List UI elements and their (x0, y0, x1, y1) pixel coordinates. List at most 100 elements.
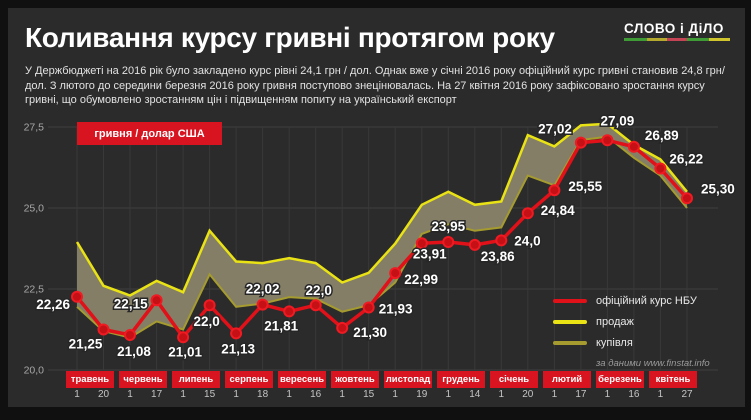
x-tick-label: 27 (681, 389, 693, 400)
x-tick-label: 1 (605, 389, 611, 400)
page-title: Коливання курсу гривні протягом року (25, 22, 555, 53)
y-tick-label: 27,5 (24, 122, 45, 134)
sell-line (75, 122, 688, 297)
data-point (389, 267, 402, 280)
legend-label: продаж (596, 316, 634, 328)
month-box: лютий (543, 371, 591, 388)
data-point (548, 184, 561, 197)
data-point (97, 323, 110, 336)
data-point (124, 329, 136, 341)
chart-description: У Держбюджеті на 2016 рік було закладено… (25, 65, 725, 106)
data-point-value: 25,55 (568, 179, 602, 194)
data-point (362, 301, 375, 314)
x-tick-label: 20 (522, 389, 534, 400)
x-tick-label: 1 (233, 389, 239, 400)
data-source-note: за даними www.finstat.info (596, 358, 710, 369)
brand-logo-colorbar (624, 38, 730, 41)
data-point-value: 21,81 (264, 318, 298, 333)
x-tick-label: 1 (74, 389, 80, 400)
data-point-value: 21,30 (353, 325, 387, 340)
data-point-value: 21,08 (117, 344, 151, 359)
x-tick-label: 15 (204, 389, 216, 400)
chart-panel: Коливання курсу гривні протягом року СЛО… (8, 8, 745, 407)
data-point (415, 237, 428, 250)
x-tick-label: 18 (257, 389, 269, 400)
x-tick-label: 1 (499, 389, 505, 400)
month-box: квітень (649, 371, 697, 388)
legend-label: офіційний курс НБУ (596, 295, 697, 307)
data-point-value: 22,99 (404, 272, 438, 287)
x-tick-label: 15 (363, 389, 375, 400)
data-point (627, 140, 640, 153)
month-box: вересень (278, 371, 326, 388)
x-tick-label: 17 (151, 389, 163, 400)
data-point (71, 290, 83, 303)
legend-item-buy: купівля (553, 337, 710, 349)
data-point (442, 236, 455, 248)
legend-label: купівля (596, 337, 633, 349)
x-tick-label: 1 (127, 389, 133, 400)
data-point-value: 23,95 (431, 219, 465, 234)
x-tick-label: 1 (446, 389, 452, 400)
data-point-value: 22,26 (36, 297, 70, 312)
data-point (283, 305, 296, 318)
y-tick-label: 25,0 (24, 203, 45, 215)
logo-color-segment (647, 38, 667, 41)
data-point-value: 21,13 (221, 341, 255, 356)
month-box: серпень (225, 371, 273, 388)
x-tick-label: 16 (310, 389, 322, 400)
data-point-value: 24,84 (541, 203, 575, 218)
data-point-value: 22,0 (193, 314, 219, 329)
x-tick-label: 1 (286, 389, 292, 400)
legend-item-official: офіційний курс НБУ (553, 295, 710, 307)
y-tick-label: 20,0 (24, 365, 45, 377)
data-point-value: 26,89 (645, 128, 679, 143)
data-point-value: 25,30 (701, 181, 735, 196)
data-point-value: 26,22 (669, 152, 703, 167)
data-point (495, 234, 508, 247)
month-box: листопад (384, 371, 432, 388)
unit-label-badge: гривня / долар США (77, 122, 222, 145)
x-tick-label: 1 (392, 389, 398, 400)
data-point-value: 27,09 (601, 113, 635, 128)
y-tick-label: 22,5 (24, 284, 45, 296)
x-tick-label: 19 (416, 389, 428, 400)
brand-logo-text: СЛОВО і ДіЛО (624, 21, 724, 36)
data-point-value: 27,02 (538, 122, 572, 137)
data-point-value: 22,0 (306, 283, 332, 298)
data-point-value: 24,0 (514, 233, 540, 248)
logo-color-segment (687, 38, 709, 41)
month-box: березень (596, 371, 644, 388)
x-tick-label: 17 (575, 389, 587, 400)
data-point-value: 22,15 (114, 296, 148, 311)
x-tick-label: 1 (180, 389, 186, 400)
month-box: липень (172, 371, 220, 388)
month-box: жовтень (331, 371, 379, 388)
data-point-value: 21,25 (69, 337, 103, 352)
data-point (468, 238, 481, 251)
data-point (309, 299, 322, 312)
brand-logo: СЛОВО і ДіЛО (624, 21, 736, 41)
month-box: червень (119, 371, 167, 388)
x-tick-label: 14 (469, 389, 481, 400)
data-point-value: 21,93 (379, 302, 413, 317)
data-point (256, 298, 269, 311)
data-point (681, 192, 693, 205)
data-point-value: 23,86 (481, 249, 515, 264)
data-point (654, 162, 667, 175)
month-box: грудень (437, 371, 485, 388)
data-point (336, 321, 349, 334)
data-point (574, 136, 587, 149)
x-tick-label: 1 (658, 389, 664, 400)
data-point (177, 331, 190, 344)
legend-line-olive-icon (553, 341, 587, 345)
x-tick-label: 16 (628, 389, 640, 400)
legend-item-sell: продаж (553, 316, 710, 328)
data-point-value: 23,91 (413, 246, 447, 261)
x-tick-label: 20 (98, 389, 110, 400)
data-point (521, 207, 534, 220)
data-point-value: 22,02 (246, 282, 280, 297)
logo-color-segment (624, 38, 647, 41)
